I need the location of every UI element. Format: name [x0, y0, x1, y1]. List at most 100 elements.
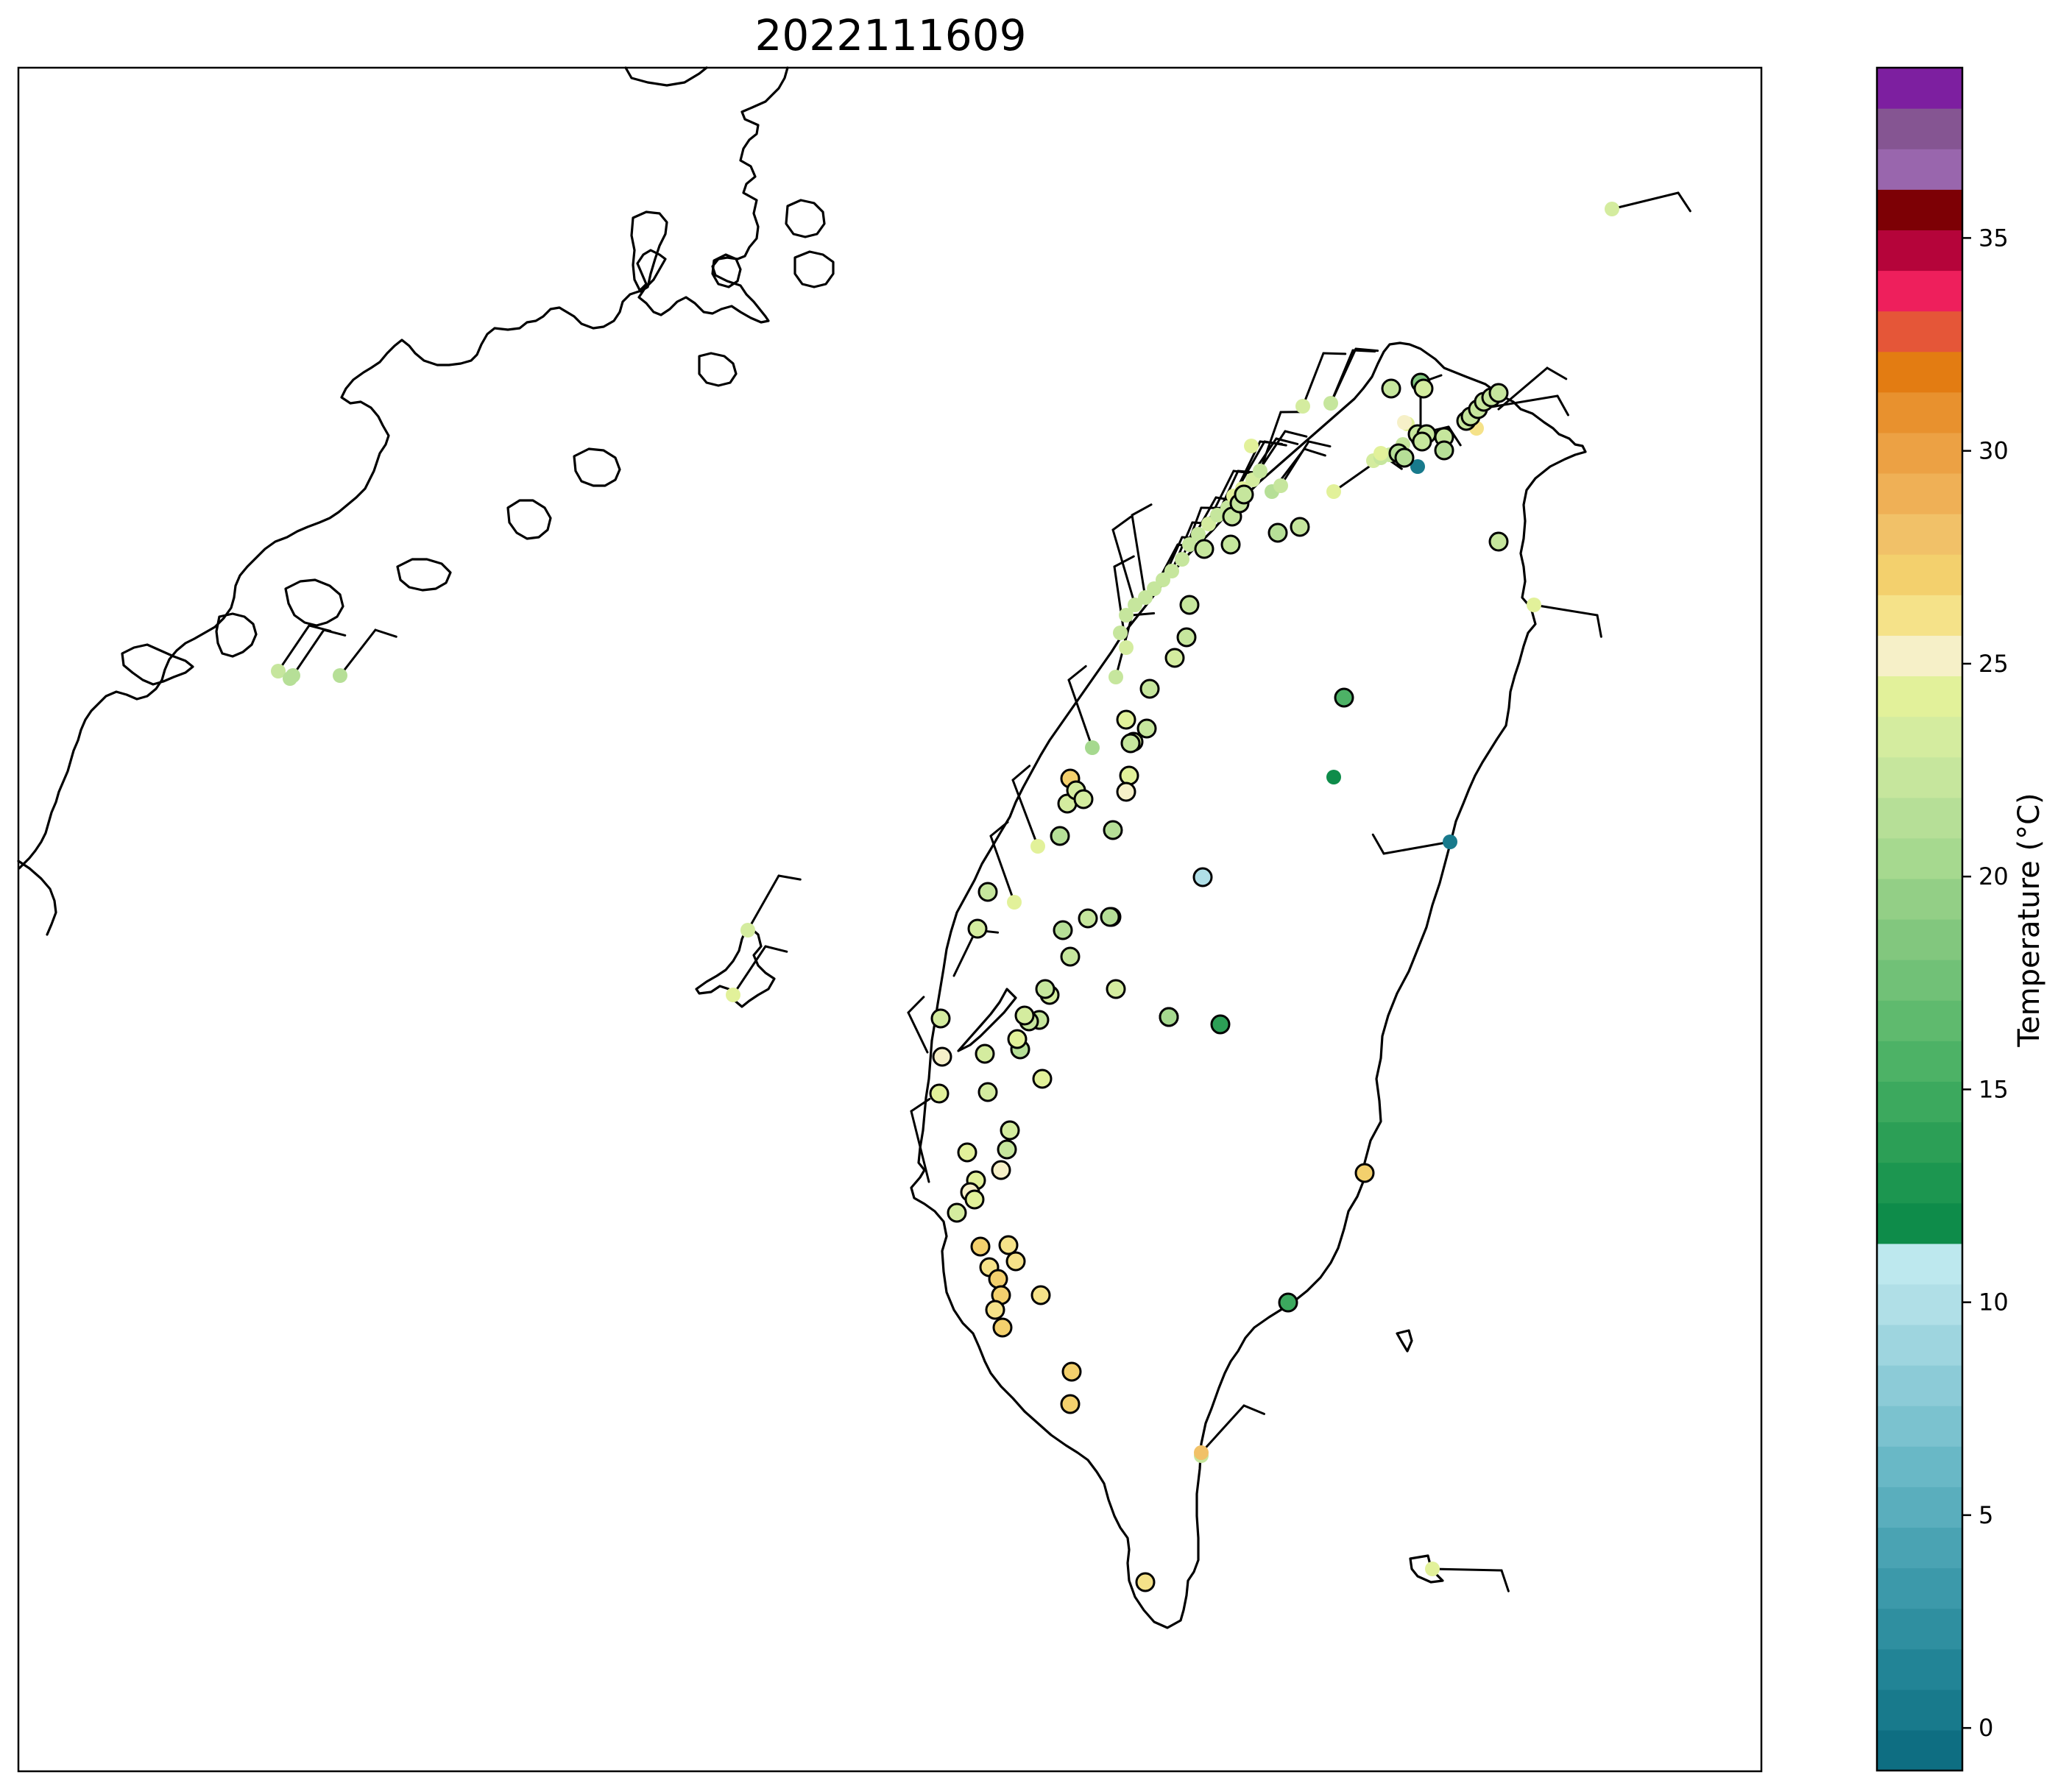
- station-marker: [1210, 508, 1225, 522]
- station-marker: [1381, 378, 1401, 399]
- station-marker: [1443, 834, 1457, 849]
- station-marker: [977, 1082, 998, 1102]
- wind-barb-flag: [910, 1098, 931, 1113]
- station-marker: [1060, 1394, 1081, 1414]
- colorbar-tick-label: 5: [1979, 1501, 1993, 1529]
- colorbar-tick-label: 35: [1979, 224, 2009, 252]
- wind-barb-staff: [1170, 521, 1194, 573]
- station-marker: [1120, 733, 1141, 754]
- temperature-colorbar: [1875, 66, 1964, 1772]
- station-marker: [1278, 1292, 1298, 1313]
- colorbar-bin: [1877, 1648, 1962, 1690]
- station-marker: [1179, 595, 1200, 615]
- wind-barb-staff: [1279, 440, 1310, 487]
- wind-barb-staff: [1431, 1567, 1503, 1572]
- station-marker: [1073, 789, 1094, 809]
- wind-barb-staff: [1610, 191, 1680, 210]
- wind-barb-flag: [1131, 612, 1156, 617]
- station-marker: [1354, 1163, 1375, 1183]
- station-marker: [1326, 770, 1341, 784]
- colorbar-bin: [1877, 1041, 1962, 1082]
- station-marker: [333, 668, 347, 683]
- colorbar-bin: [1877, 756, 1962, 798]
- wind-barb-staff: [1011, 779, 1039, 848]
- wind-barb-flag: [1500, 1569, 1510, 1592]
- colorbar-bin: [1877, 1608, 1962, 1650]
- station-marker: [1412, 431, 1432, 452]
- colorbar-bin: [1877, 432, 1962, 474]
- colorbar-bin: [1877, 1567, 1962, 1609]
- wind-barb-staff: [1532, 603, 1599, 617]
- station-marker: [1295, 399, 1310, 414]
- station-marker: [1159, 1007, 1179, 1027]
- wind-barb-flag: [1113, 555, 1135, 568]
- colorbar-bin: [1877, 878, 1962, 920]
- wind-barb-staff: [1382, 840, 1452, 855]
- wind-barb-staff: [952, 929, 977, 977]
- colorbar-bin: [1877, 919, 1962, 960]
- station-marker: [1035, 979, 1056, 999]
- colorbar-bin: [1877, 472, 1962, 514]
- station-markers: [271, 202, 1619, 1592]
- station-marker: [1119, 765, 1139, 786]
- station-marker: [1192, 867, 1213, 887]
- wind-barb-flag: [1677, 191, 1691, 213]
- map-title: 2022111609: [754, 10, 1026, 60]
- station-marker: [1488, 531, 1509, 552]
- station-marker: [1210, 1014, 1231, 1035]
- station-marker: [1030, 839, 1045, 854]
- station-marker: [1176, 627, 1197, 648]
- station-marker: [1410, 459, 1425, 474]
- colorbar-bin: [1877, 514, 1962, 555]
- colorbar-tick-label: 10: [1979, 1289, 2009, 1317]
- wind-barb-flag: [1354, 347, 1379, 352]
- station-marker: [1194, 1445, 1209, 1460]
- station-marker: [947, 1202, 967, 1223]
- station-marker: [1397, 415, 1412, 430]
- station-marker: [1425, 1562, 1440, 1576]
- station-marker: [1050, 826, 1070, 846]
- station-marker: [1488, 383, 1509, 403]
- wind-barb-staff: [1301, 352, 1325, 408]
- station-marker: [1061, 1361, 1082, 1382]
- station-marker: [1253, 464, 1267, 478]
- station-marker: [967, 918, 988, 939]
- station-marker: [1106, 979, 1126, 999]
- wind-barb-staff: [339, 628, 377, 677]
- wind-barb-flag: [322, 628, 347, 637]
- station-marker: [1116, 709, 1136, 730]
- wind-barb-flag: [1263, 440, 1287, 447]
- station-marker: [1373, 446, 1388, 461]
- wind-barb-flag: [1111, 516, 1132, 531]
- station-marker: [1116, 782, 1136, 802]
- coastline-taiwan: [910, 341, 1587, 1629]
- colorbar-tick-label: 15: [1979, 1075, 2009, 1103]
- station-marker: [930, 1008, 951, 1029]
- colorbar-bin: [1877, 554, 1962, 595]
- colorbar-tick-label: 25: [1979, 650, 2009, 678]
- wind-barb-flag: [907, 996, 925, 1014]
- wind-barb-staff: [1067, 678, 1094, 749]
- station-marker: [1220, 534, 1241, 555]
- station-marker: [740, 923, 755, 938]
- station-marker: [1191, 527, 1206, 542]
- station-marker: [1007, 1029, 1028, 1049]
- station-marker: [1136, 718, 1157, 739]
- station-marker: [1007, 895, 1022, 910]
- colorbar-bin: [1877, 1689, 1962, 1731]
- station-marker: [970, 1236, 991, 1257]
- station-marker: [1030, 1285, 1051, 1305]
- station-marker: [1323, 396, 1338, 411]
- station-marker: [1085, 740, 1100, 755]
- colorbar-bin: [1877, 960, 1962, 1001]
- colorbar-bin: [1877, 1527, 1962, 1569]
- colorbar-bin: [1877, 351, 1962, 393]
- wind-barb-flag: [1307, 440, 1332, 448]
- wind-barb-staff: [1200, 1404, 1245, 1454]
- colorbar-bin: [1877, 837, 1962, 879]
- station-marker: [997, 1139, 1017, 1160]
- station-marker: [1244, 439, 1259, 453]
- station-marker: [1290, 517, 1310, 537]
- station-marker: [964, 1189, 985, 1210]
- colorbar-bin: [1877, 230, 1962, 272]
